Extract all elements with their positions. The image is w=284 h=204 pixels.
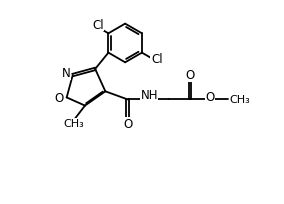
Text: O: O [206,90,215,103]
Text: Cl: Cl [92,18,103,31]
Text: CH₃: CH₃ [229,95,250,105]
Text: NH: NH [140,89,158,102]
Text: O: O [123,118,132,131]
Text: N: N [62,67,71,80]
Text: O: O [185,69,195,82]
Text: Cl: Cl [151,52,162,65]
Text: CH₃: CH₃ [63,119,84,129]
Text: O: O [54,91,64,104]
